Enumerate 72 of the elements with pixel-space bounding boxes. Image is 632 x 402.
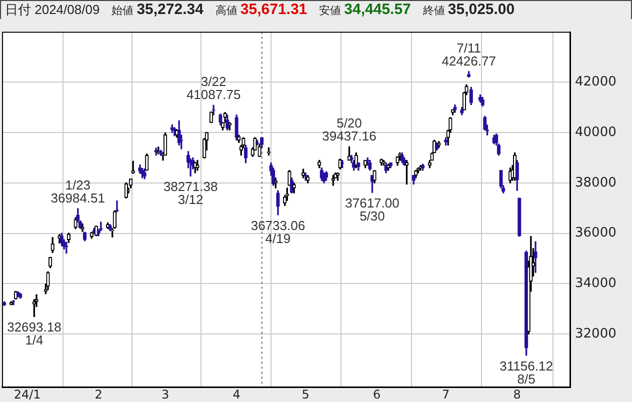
candlestick — [74, 217, 78, 230]
candlestick — [340, 160, 344, 168]
candlestick — [9, 301, 14, 306]
x-tick-label: 8 — [513, 387, 521, 402]
y-tick-label: 32000 — [575, 326, 616, 342]
candlestick — [274, 178, 278, 188]
x-tick-label: 3 — [161, 387, 170, 402]
candlestick — [12, 300, 16, 306]
candlestick — [414, 170, 418, 178]
candlestick — [177, 120, 181, 146]
y-tick-label: 34000 — [575, 276, 616, 292]
candlestick — [518, 198, 522, 237]
annotation: 7/11 42426.77 — [442, 40, 496, 68]
text: 安値 34,445.57 — [319, 1, 411, 18]
y-tick-label: 40000 — [575, 124, 616, 140]
candlestick — [46, 271, 50, 290]
candlestick — [331, 175, 335, 186]
candlestick — [142, 168, 146, 180]
candlestick — [453, 104, 457, 113]
candlestick — [450, 109, 455, 116]
candlestick — [380, 158, 384, 166]
candlestick — [82, 232, 87, 242]
x-tick-label: 24/1 — [14, 387, 41, 402]
candlestick — [288, 170, 292, 186]
y-tick-label: 38000 — [575, 175, 616, 190]
candlestick — [368, 160, 372, 171]
chart-title: 日付 2024/08/09 — [5, 2, 100, 17]
candlestick — [356, 162, 360, 171]
candlestick — [384, 162, 388, 174]
candlestick — [372, 170, 376, 184]
candlestick — [469, 86, 473, 106]
annotation: 37617.00 5/30 — [345, 196, 400, 224]
candlestick — [444, 137, 448, 146]
candlestick — [276, 190, 280, 216]
text: 始値 35,272.34 — [112, 1, 204, 18]
candlestick — [138, 164, 142, 174]
candlestick — [534, 241, 538, 273]
candlestick — [212, 104, 216, 116]
x-tick-label: 5 — [302, 387, 310, 402]
annotation: 3/22 41087.75 — [186, 74, 241, 102]
candlestick — [338, 158, 342, 170]
y-tick-label: 36000 — [575, 226, 616, 241]
candlestick — [404, 160, 409, 185]
candlestick — [234, 114, 238, 140]
x-tick-label: 2 — [94, 387, 102, 402]
candlestick — [209, 112, 214, 123]
annotation: 5/20 39437.16 — [322, 116, 376, 144]
x-tick-label: 7 — [442, 387, 450, 402]
y-tick-label: 42000 — [575, 74, 616, 90]
candlestick — [292, 182, 296, 194]
annotation: 38271.38 3/12 — [163, 179, 218, 208]
candlestick — [480, 96, 484, 106]
annotation: 1/23 36984.51 — [50, 178, 106, 206]
text: 終値 35,025.00 — [422, 1, 515, 18]
candlestick — [304, 172, 308, 181]
candlestick — [478, 94, 482, 103]
candlestick — [324, 171, 328, 181]
text: 高値 35,671.31 — [215, 1, 308, 18]
candlestick — [172, 127, 176, 136]
candlestick — [396, 156, 400, 166]
candlestick — [80, 223, 84, 232]
x-tick-label: 6 — [373, 387, 381, 402]
candlestick — [64, 242, 68, 254]
candlestick — [306, 175, 310, 184]
x-tick-label: 4 — [232, 387, 240, 402]
candlestick — [50, 237, 54, 254]
candlestick — [244, 144, 248, 164]
candlestick — [218, 114, 222, 126]
annotation: 31156.12 8/5 — [500, 358, 553, 386]
annotation: 36733.06 4/19 — [250, 218, 306, 246]
candlestick — [115, 200, 119, 212]
annotation: 32693.18 1/4 — [7, 320, 62, 348]
